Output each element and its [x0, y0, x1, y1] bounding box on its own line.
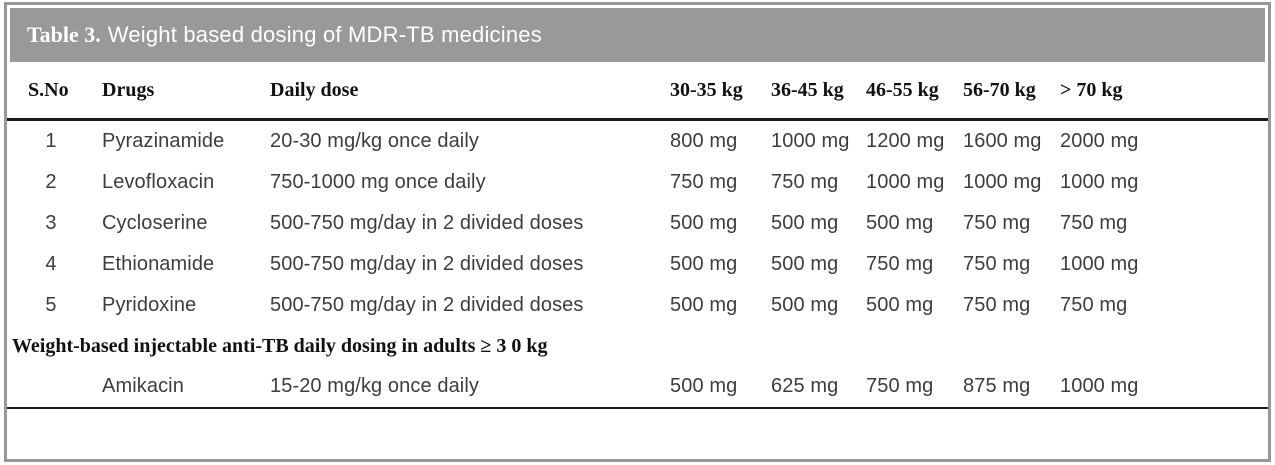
cell-sno: 4 [45, 253, 57, 275]
cell-dose-46-55: 500 mg [866, 212, 934, 234]
table-row: Amikacin 15-20 mg/kg once daily 500 mg 6… [7, 366, 1268, 407]
cell-dose-46-55: 500 mg [866, 294, 934, 316]
cell-daily-dose: 500-750 mg/day in 2 divided doses [270, 212, 584, 234]
cell-dose-30-35: 500 mg [670, 212, 738, 234]
header-divider-rule [7, 118, 1268, 121]
cell-sno: 3 [45, 212, 57, 234]
col-header-daily-dose: Daily dose [270, 78, 359, 101]
cell-dose-46-55: 750 mg [866, 253, 934, 275]
cell-drug: Pyridoxine [102, 294, 197, 316]
cell-dose-30-35: 500 mg [670, 253, 738, 275]
cell-dose-70: 1000 mg [1060, 375, 1139, 397]
cell-dose-30-35: 800 mg [670, 130, 738, 152]
table-row: 5 Pyridoxine 500-750 mg/day in 2 divided… [7, 285, 1268, 326]
cell-sno: 2 [45, 171, 57, 193]
cell-dose-70: 1000 mg [1060, 171, 1139, 193]
col-header-30-35kg: 30-35 kg [670, 78, 743, 101]
section-header-label: Weight-based injectable anti-TB daily do… [12, 334, 548, 357]
cell-daily-dose: 500-750 mg/day in 2 divided doses [270, 253, 584, 275]
cell-dose-30-35: 500 mg [670, 375, 738, 397]
table-row: 2 Levofloxacin 750-1000 mg once daily 75… [7, 162, 1268, 203]
col-header-sno: S.No [28, 78, 69, 101]
cell-daily-dose: 750-1000 mg once daily [270, 171, 486, 193]
cell-drug: Levofloxacin [102, 171, 215, 193]
cell-drug: Pyrazinamide [102, 130, 225, 152]
cell-dose-70: 2000 mg [1060, 130, 1139, 152]
cell-daily-dose: 15-20 mg/kg once daily [270, 375, 479, 397]
cell-dose-70: 1000 mg [1060, 253, 1139, 275]
cell-dose-36-45: 1000 mg [771, 130, 850, 152]
table-title-bar: Table 3. Weight based dosing of MDR-TB m… [10, 8, 1265, 62]
cell-dose-56-70: 875 mg [963, 375, 1031, 397]
cell-dose-30-35: 750 mg [670, 171, 738, 193]
table-number-label: Table 3. [27, 22, 101, 47]
cell-sno: 5 [45, 294, 57, 316]
cell-drug: Ethionamide [102, 253, 215, 275]
table-row: 4 Ethionamide 500-750 mg/day in 2 divide… [7, 244, 1268, 285]
col-header-46-55kg: 46-55 kg [866, 78, 939, 101]
cell-dose-56-70: 750 mg [963, 294, 1031, 316]
col-header-drugs: Drugs [102, 78, 155, 101]
cell-dose-36-45: 750 mg [771, 171, 839, 193]
footer-divider-rule [7, 407, 1268, 409]
cell-dose-36-45: 500 mg [771, 212, 839, 234]
col-header-56-70kg: 56-70 kg [963, 78, 1036, 101]
table-row: 3 Cycloserine 500-750 mg/day in 2 divide… [7, 203, 1268, 244]
col-header-over-70kg: > 70 kg [1060, 78, 1123, 101]
table-title: Weight based dosing of MDR-TB medicines [107, 22, 542, 47]
cell-dose-46-55: 1000 mg [866, 171, 945, 193]
cell-dose-70: 750 mg [1060, 212, 1128, 234]
table-frame: Table 3. Weight based dosing of MDR-TB m… [4, 2, 1271, 462]
col-header-36-45kg: 36-45 kg [771, 78, 844, 101]
cell-drug: Amikacin [102, 375, 184, 397]
cell-dose-70: 750 mg [1060, 294, 1128, 316]
cell-sno: 1 [45, 130, 57, 152]
cell-dose-46-55: 750 mg [866, 375, 934, 397]
table-row: 1 Pyrazinamide 20-30 mg/kg once daily 80… [7, 121, 1268, 162]
cell-dose-56-70: 750 mg [963, 212, 1031, 234]
cell-dose-36-45: 625 mg [771, 375, 839, 397]
table-header-row: S.No Drugs Daily dose 30-35 kg 36-45 kg … [7, 62, 1268, 118]
cell-dose-56-70: 750 mg [963, 253, 1031, 275]
bottom-whitespace [7, 409, 1268, 459]
cell-dose-30-35: 500 mg [670, 294, 738, 316]
cell-dose-36-45: 500 mg [771, 294, 839, 316]
cell-dose-46-55: 1200 mg [866, 130, 945, 152]
cell-dose-36-45: 500 mg [771, 253, 839, 275]
cell-daily-dose: 500-750 mg/day in 2 divided doses [270, 294, 584, 316]
cell-dose-56-70: 1600 mg [963, 130, 1042, 152]
cell-drug: Cycloserine [102, 212, 208, 234]
table-section-header-row: Weight-based injectable anti-TB daily do… [7, 326, 1268, 366]
cell-daily-dose: 20-30 mg/kg once daily [270, 130, 479, 152]
cell-dose-56-70: 1000 mg [963, 171, 1042, 193]
